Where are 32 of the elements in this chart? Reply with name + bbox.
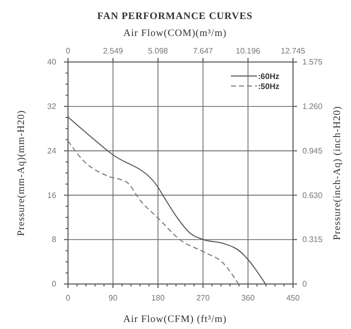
y2-tick-label: 1.575 (302, 58, 323, 67)
x2-tick-label: 2.549 (102, 46, 124, 56)
y-tick-label: 16 (47, 190, 57, 200)
x2-tick-label: 12.745 (280, 46, 306, 56)
x-tick-label: 0 (66, 294, 71, 303)
x2-axis-title: Air Flow(COM)(m³/m) (123, 28, 227, 39)
y2-tick-label: 0.315 (302, 235, 323, 244)
legend-label: :50Hz (258, 82, 280, 91)
x-tick-label: 270 (196, 294, 210, 303)
x-axis-title: Air Flow(CFM) (ft³/m) (123, 314, 227, 325)
y-tick-label: 32 (47, 102, 57, 111)
y-axis-title: Pressure(mm-Aq)(mm-H20) (16, 110, 27, 236)
x2-tick-label: 0 (66, 46, 71, 56)
x2-tick-label: 10.196 (236, 46, 261, 56)
x-tick-label: 450 (286, 294, 300, 303)
x-tick-label: 180 (151, 294, 166, 303)
x2-tick-label: 5.098 (148, 46, 169, 56)
y-tick-label: 8 (52, 235, 57, 244)
x2-tick-label: 7.647 (192, 46, 214, 56)
chart-title: FAN PERFORMANCE CURVES (97, 11, 253, 22)
x-tick-label: 90 (108, 294, 118, 303)
y-tick-label: 40 (47, 58, 57, 67)
legend-label: :60Hz (258, 72, 280, 81)
y-tick-label: 24 (47, 146, 57, 156)
x-tick-label: 360 (241, 294, 256, 303)
line-series (68, 140, 239, 284)
y2-tick-label: 0.945 (302, 146, 323, 156)
y2-tick-label: 0 (302, 280, 308, 289)
y2-tick-label: 0.630 (302, 190, 323, 200)
y2-tick-label: 1.260 (302, 102, 323, 111)
y-tick-label: 0 (52, 280, 57, 289)
y2-axis-title: Pressure(inch-Aq) (inch-H20) (332, 106, 343, 240)
